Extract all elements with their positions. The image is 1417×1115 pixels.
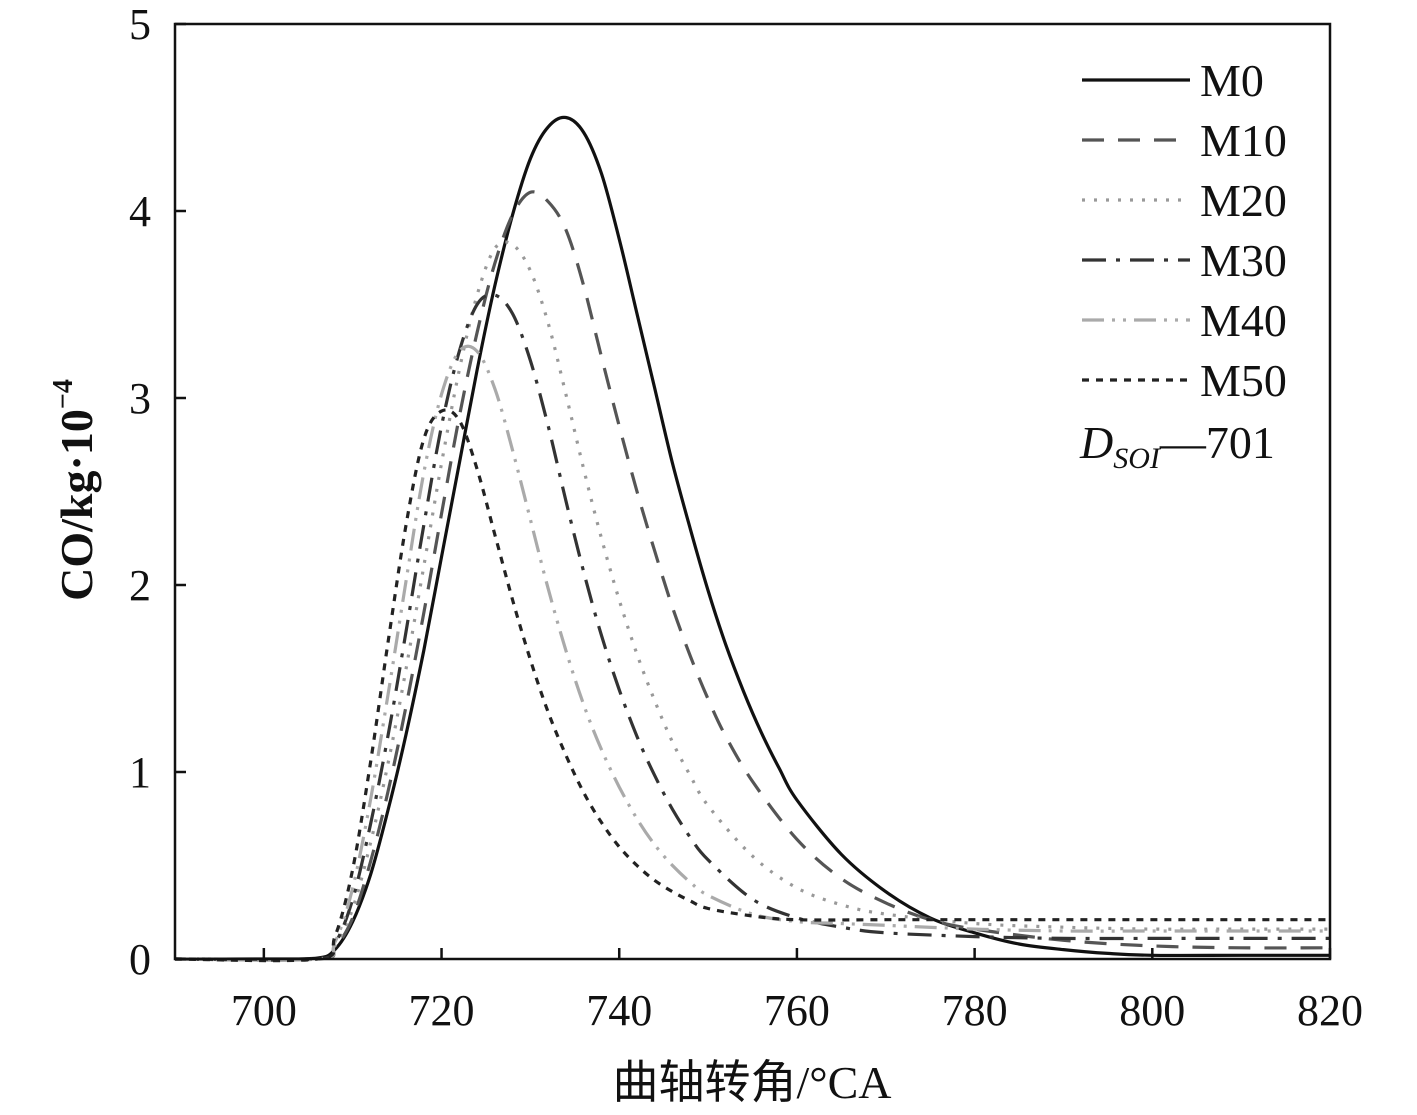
plot-frame <box>173 22 1332 961</box>
y-tick-label-2: 2 <box>129 561 151 610</box>
y-tick-label-5: 5 <box>129 0 151 49</box>
y-tick-label-1: 1 <box>129 748 151 797</box>
y-tick-label-3: 3 <box>129 374 151 423</box>
dsoi-annotation-subscript: SOI <box>1113 442 1162 475</box>
legend-label-m10: M10 <box>1200 115 1287 166</box>
x-tick-label-740: 740 <box>586 986 652 1035</box>
series-line-m40 <box>174 344 1330 962</box>
x-tick-label-720: 720 <box>409 986 475 1035</box>
legend-label-m40: M40 <box>1200 295 1287 346</box>
y-axis-label: CO/kg·10−4 <box>48 379 102 601</box>
series-line-m10 <box>174 190 1331 962</box>
series-layer <box>174 115 1331 963</box>
series-line-m50 <box>174 408 1330 963</box>
legend-label-m30: M30 <box>1200 235 1287 286</box>
legend-label-m20: M20 <box>1200 175 1287 226</box>
dsoi-annotation-main: D <box>1079 417 1113 468</box>
legend-label-m0: M0 <box>1200 55 1264 106</box>
series-line-m30 <box>174 293 1330 962</box>
legend-label-m50: M50 <box>1200 355 1287 406</box>
dsoi-annotation: DSOI—701 <box>1079 417 1275 475</box>
legend: M0 M10 M20 M30 M40 M50 <box>1082 55 1287 406</box>
y-axis-label-main: CO/kg·10 <box>51 409 102 601</box>
x-axis-label: 曲轴转角/°CA <box>612 1057 891 1108</box>
x-tick-label-820: 820 <box>1297 986 1363 1035</box>
y-tick-label-4: 4 <box>129 187 151 236</box>
x-tick-label-800: 800 <box>1119 986 1185 1035</box>
y-tick-label-0: 0 <box>129 935 151 984</box>
x-tick-label-780: 780 <box>942 986 1008 1035</box>
x-tick-label-760: 760 <box>764 986 830 1035</box>
dsoi-annotation-suffix: —701 <box>1159 417 1275 468</box>
ticks-layer: 700 720 740 760 780 800 820 0 1 2 3 4 5 <box>129 0 1363 1035</box>
y-axis-label-exponent: −4 <box>48 379 79 409</box>
x-tick-label-700: 700 <box>231 986 297 1035</box>
